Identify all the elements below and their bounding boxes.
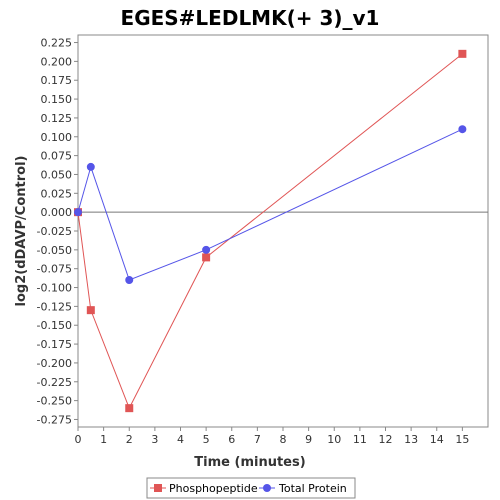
- x-axis: 0 1 2 3 4 5 6 7 8 9 10 11 12 13 14 15: [75, 427, 469, 446]
- x-tick-label: 11: [353, 433, 367, 446]
- x-tick-label: 4: [177, 433, 184, 446]
- x-tick-label: 12: [379, 433, 393, 446]
- x-tick-label: 1: [100, 433, 107, 446]
- x-tick-label: 10: [327, 433, 341, 446]
- data-point-phosphopeptide: [86, 306, 95, 315]
- data-point-total-protein: [458, 125, 467, 134]
- legend-box: [146, 477, 356, 499]
- y-tick-label: 0.150: [41, 93, 73, 106]
- data-point-phosphopeptide: [202, 253, 211, 262]
- x-tick-label: 5: [203, 433, 210, 446]
- y-tick-label: -0.125: [37, 300, 72, 313]
- data-point-total-protein: [86, 162, 95, 171]
- x-tick-label: 6: [228, 433, 235, 446]
- legend-label-phosphopeptide: Phosphopeptide: [169, 482, 258, 495]
- plot-area: [77, 34, 489, 428]
- x-tick-label: 8: [280, 433, 287, 446]
- data-point-phosphopeptide: [458, 49, 467, 58]
- y-tick-label: -0.100: [37, 282, 72, 295]
- data-point-total-protein: [74, 208, 82, 217]
- y-tick-label: -0.075: [37, 263, 72, 276]
- y-tick-label: 0.050: [41, 168, 73, 181]
- data-point-total-protein: [202, 245, 211, 254]
- y-tick-label: 0.025: [41, 187, 73, 200]
- y-tick-label: 0.075: [41, 150, 73, 163]
- y-axis: 0.225 0.200 0.175 0.150 0.125 0.100 0.075 0.050…: [37, 37, 78, 426]
- x-axis-label: Time (minutes): [194, 455, 305, 470]
- y-tick-label: 0.175: [41, 74, 73, 87]
- series-layer: [74, 49, 467, 413]
- y-tick-label: -0.250: [37, 395, 72, 408]
- y-tick-label: -0.175: [37, 338, 72, 351]
- legend-marker-total-protein: [263, 484, 271, 492]
- y-tick-label: 0.125: [41, 112, 73, 125]
- data-point-phosphopeptide: [125, 404, 134, 413]
- x-tick-label: 9: [305, 433, 312, 446]
- legend-item-total-protein: Total Protein: [259, 482, 347, 495]
- x-tick-label: 7: [254, 433, 261, 446]
- x-tick-label: 14: [430, 433, 444, 446]
- y-tick-label: -0.275: [37, 413, 72, 426]
- y-tick-label: -0.025: [37, 225, 72, 238]
- y-tick-label: 0.200: [41, 55, 73, 68]
- y-tick-label: -0.150: [37, 319, 72, 332]
- y-tick-label: 0.225: [41, 37, 73, 50]
- y-axis-label: log2(dDAVP/Control): [14, 156, 29, 307]
- legend-item-phosphopeptide: Phosphopeptide: [150, 482, 258, 495]
- x-tick-label: 0: [75, 433, 82, 446]
- legend-label-total-protein: Total Protein: [278, 482, 347, 495]
- y-tick-label: 0.100: [41, 131, 73, 144]
- x-tick-label: 13: [404, 433, 418, 446]
- y-tick-label: -0.050: [37, 244, 72, 257]
- data-point-total-protein: [125, 276, 134, 284]
- x-tick-label: 15: [455, 433, 469, 446]
- x-tick-label: 2: [126, 433, 133, 446]
- y-tick-label: -0.225: [37, 376, 72, 389]
- legend: Phosphopeptide Total Protein: [146, 477, 356, 499]
- y-tick-label: 0.000: [41, 206, 73, 219]
- y-tick-label: -0.200: [37, 357, 72, 370]
- legend-marker-phosphopeptide: [154, 484, 162, 492]
- chart-title: EGES#LEDLMK(+ 3)_v1: [121, 6, 380, 30]
- x-tick-label: 3: [151, 433, 158, 446]
